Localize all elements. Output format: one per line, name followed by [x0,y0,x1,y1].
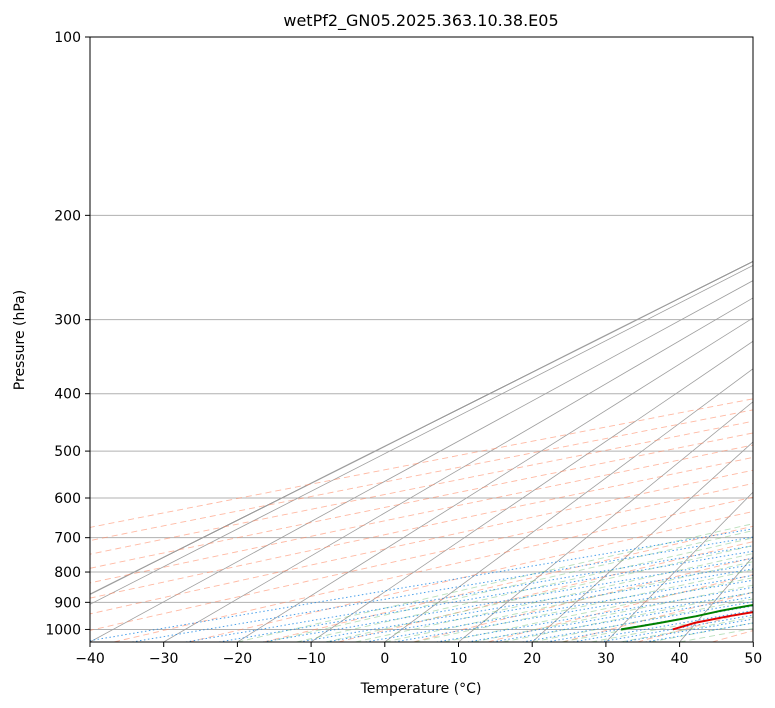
plot-frame [89,36,754,643]
isotherm-line [752,641,753,642]
y-tick-label: 200 [54,208,81,224]
isotherm-line [90,280,753,642]
x-tick-label: 50 [744,651,762,667]
x-axis-label: Temperature (°C) [360,681,482,697]
moist-adiabat-line [502,591,753,642]
dry-adiabat-line [90,409,753,542]
mixing-ratio-line [185,545,753,642]
isotherm-line [90,260,753,595]
isotherm-line [90,260,753,595]
dry-adiabat-line [637,610,753,642]
isotherm-line [90,260,753,595]
x-tick-label: 20 [523,651,541,667]
isotherm-line [90,260,753,595]
temperature-profile-line [672,611,753,631]
isotherm-line [90,260,753,595]
mixing-ratio-line [218,550,753,642]
dry-adiabat-line [412,557,753,642]
mixing-ratio-line [262,557,753,642]
moist-adiabat-line [414,569,753,642]
y-tick-label: 900 [54,595,81,611]
moist-adiabat-line [532,598,753,642]
dry-adiabat-line [90,420,753,555]
y-tick-label: 700 [54,531,81,547]
x-tick-label: −40 [75,651,105,667]
x-tick-label: −20 [223,651,253,667]
y-axis-label: Pressure (hPa) [12,290,28,390]
isotherm-line [90,260,753,595]
mixing-ratio-line [572,610,753,642]
y-tick-label: 100 [54,30,81,46]
isotherm-line [90,260,753,595]
x-tick-label: 10 [450,651,468,667]
dry-adiabat-line [90,398,753,528]
moist-adiabat-line [443,577,753,642]
isotherm-line [90,265,753,605]
isotherm-line [605,491,753,642]
moist-adiabat-line [325,545,753,642]
y-tick-label: 400 [54,387,81,403]
isotherm-line [90,260,753,595]
dry-adiabat-line [90,469,753,615]
isotherm-line [90,260,753,595]
mixing-ratio-line [600,614,753,642]
dry-adiabat-line [188,511,753,642]
isotherm-line [90,260,753,595]
moist-adiabat-line [473,584,753,642]
y-tick-label: 600 [54,491,81,507]
isotherm-line [310,340,753,642]
dry-adiabat-line [90,432,753,569]
moist-adiabat-line [237,523,753,642]
isotherm-line [90,260,753,595]
isotherm-line [90,260,753,595]
moist-adiabat-line [561,604,753,642]
isotherm-line [458,401,753,642]
y-axis: 100 200 300 400 500 600 700 800 900 1000 [45,30,90,638]
isotherm-line [237,317,753,642]
y-tick-label: 500 [54,444,81,460]
dry-adiabat-line [711,630,753,642]
mixing-ratio-line [90,528,753,642]
y-tick-label: 300 [54,313,81,329]
isotherm-line [531,441,753,642]
moist-adiabat-line [266,530,753,642]
isotherm-line [90,260,753,595]
mixing-ratio-line [522,601,753,642]
x-tick-label: 30 [597,651,615,667]
isotherm-line [163,297,753,642]
x-tick-label: 0 [380,651,389,667]
moist-adiabat-line [296,537,753,642]
y-tick-label: 800 [54,565,81,581]
x-tick-label: −30 [149,651,179,667]
mixing-ratio-line [132,536,753,642]
plot-area [90,37,753,642]
isotherm-line [90,260,753,595]
isotherm-line [90,260,753,595]
dry-adiabat-line [90,483,753,631]
dry-adiabat-line [263,525,753,642]
y-tick-label: 1000 [45,622,81,638]
dry-adiabat-line [90,444,753,584]
mixing-ratio-line [492,596,753,642]
chart-title: wetPf2_GN05.2025.363.10.38.E05 [283,11,558,31]
isotherm-line [384,368,753,642]
x-tick-label: 40 [671,651,689,667]
dry-adiabat-line [338,541,753,642]
mixing-ratio-line [299,563,753,642]
x-tick-label: −10 [296,651,326,667]
x-axis: −40 −30 −20 −10 0 10 20 30 40 50 [75,642,762,667]
dry-adiabat-line [90,456,753,599]
